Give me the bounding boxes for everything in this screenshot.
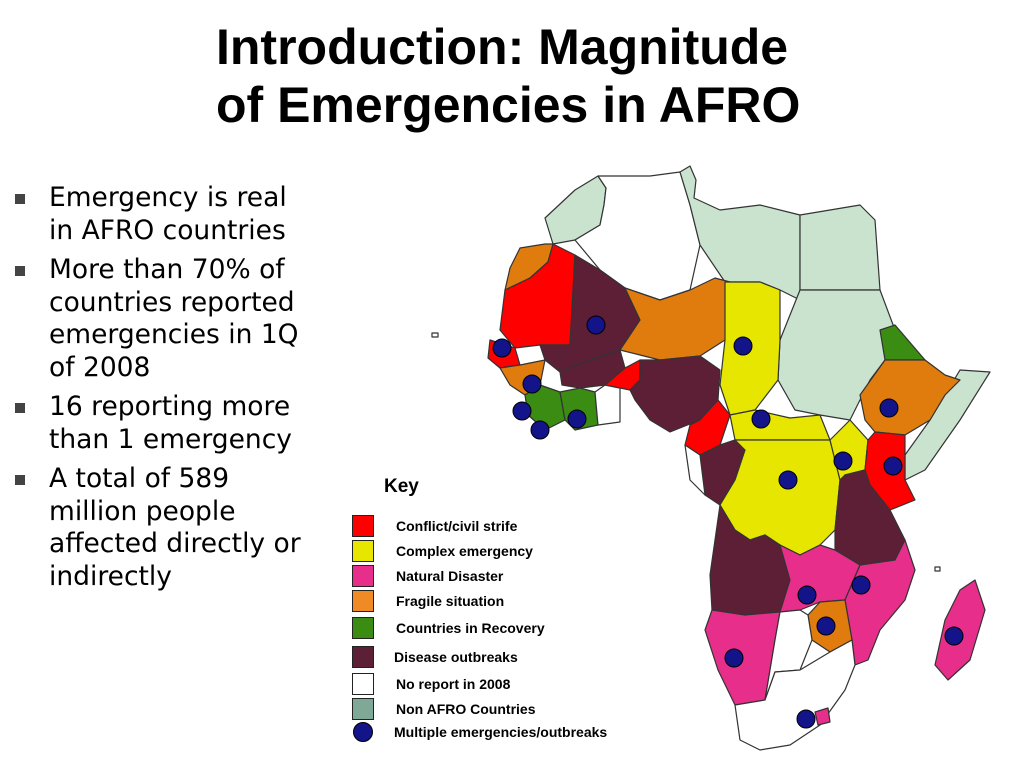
legend-label: Multiple emergencies/outbreaks	[394, 724, 608, 740]
marker-dot	[586, 315, 606, 335]
square-bullet-icon	[15, 403, 25, 413]
map-region-nigeria	[629, 355, 721, 433]
marker-dot	[833, 451, 853, 471]
map-region-egypt	[799, 204, 881, 291]
map-region-gabon-white	[684, 444, 706, 496]
map-region-tunisia-libya	[679, 165, 801, 301]
marker-dot	[883, 456, 903, 476]
square-bullet-icon	[15, 194, 25, 204]
legend-swatch	[352, 617, 374, 639]
bullet-text: A total of 589 million people affected d…	[49, 463, 301, 592]
legend-label: Fragile situation	[396, 593, 505, 609]
map-region-south-africa	[734, 639, 856, 751]
title-line-2: of Emergencies in AFRO	[216, 77, 801, 133]
legend-swatch	[352, 590, 374, 612]
marker-dot	[816, 616, 836, 636]
map-legend: Key Conflict/civil strife Complex emerge…	[340, 476, 670, 768]
bullet-item: A total of 589 million people affected d…	[12, 463, 312, 593]
legend-label: Countries in Recovery	[396, 620, 545, 636]
map-region-lesotho-swaziland	[814, 707, 831, 726]
legend-swatch	[352, 540, 374, 562]
map-region-ghana	[594, 384, 621, 426]
marker-dot	[778, 470, 798, 490]
bullet-list: Emergency is real in AFRO countries More…	[12, 182, 312, 600]
map-region-niger	[619, 277, 731, 361]
legend-label: Disease outbreaks	[394, 649, 518, 665]
marker-dot	[879, 398, 899, 418]
dot-marker-icon	[353, 722, 373, 742]
slide-title: Introduction: Magnitude of Emergencies i…	[216, 18, 936, 134]
marker-dot	[797, 585, 817, 605]
marker-dot	[512, 401, 532, 421]
map-island-cape-verde	[431, 332, 439, 338]
legend-swatch	[352, 646, 374, 668]
bullet-item: Emergency is real in AFRO countries	[12, 182, 312, 247]
legend-label: Natural Disaster	[396, 568, 504, 584]
marker-dot	[733, 336, 753, 356]
square-bullet-icon	[15, 475, 25, 485]
legend-title: Key	[384, 476, 419, 497]
marker-dot	[567, 409, 587, 429]
marker-dot	[751, 409, 771, 429]
bullet-item: 16 reporting more than 1 emergency	[12, 391, 312, 456]
marker-dot	[851, 575, 871, 595]
legend-swatch	[352, 565, 374, 587]
map-island-comoros	[934, 566, 941, 572]
bullet-text: Emergency is real in AFRO countries	[49, 182, 287, 246]
legend-label: Complex emergency	[396, 543, 533, 559]
bullet-text: 16 reporting more than 1 emergency	[49, 391, 292, 455]
legend-swatch	[352, 673, 374, 695]
legend-label: No report in 2008	[396, 676, 511, 692]
legend-swatch	[352, 515, 374, 537]
marker-dot	[796, 709, 816, 729]
map-region-eritrea	[879, 324, 926, 361]
title-line-1: Introduction: Magnitude	[216, 19, 789, 75]
marker-dot	[944, 626, 964, 646]
marker-dot	[522, 374, 542, 394]
legend-label: Conflict/civil strife	[396, 518, 518, 534]
marker-dot	[724, 648, 744, 668]
legend-label: Non AFRO Countries	[396, 701, 536, 717]
bullet-item: More than 70% of countries reported emer…	[12, 254, 312, 384]
africa-map	[431, 165, 991, 751]
square-bullet-icon	[15, 266, 25, 276]
marker-dot	[492, 338, 512, 358]
bullet-text: More than 70% of countries reported emer…	[49, 254, 299, 383]
legend-swatch	[352, 698, 374, 720]
marker-dot	[530, 420, 550, 440]
